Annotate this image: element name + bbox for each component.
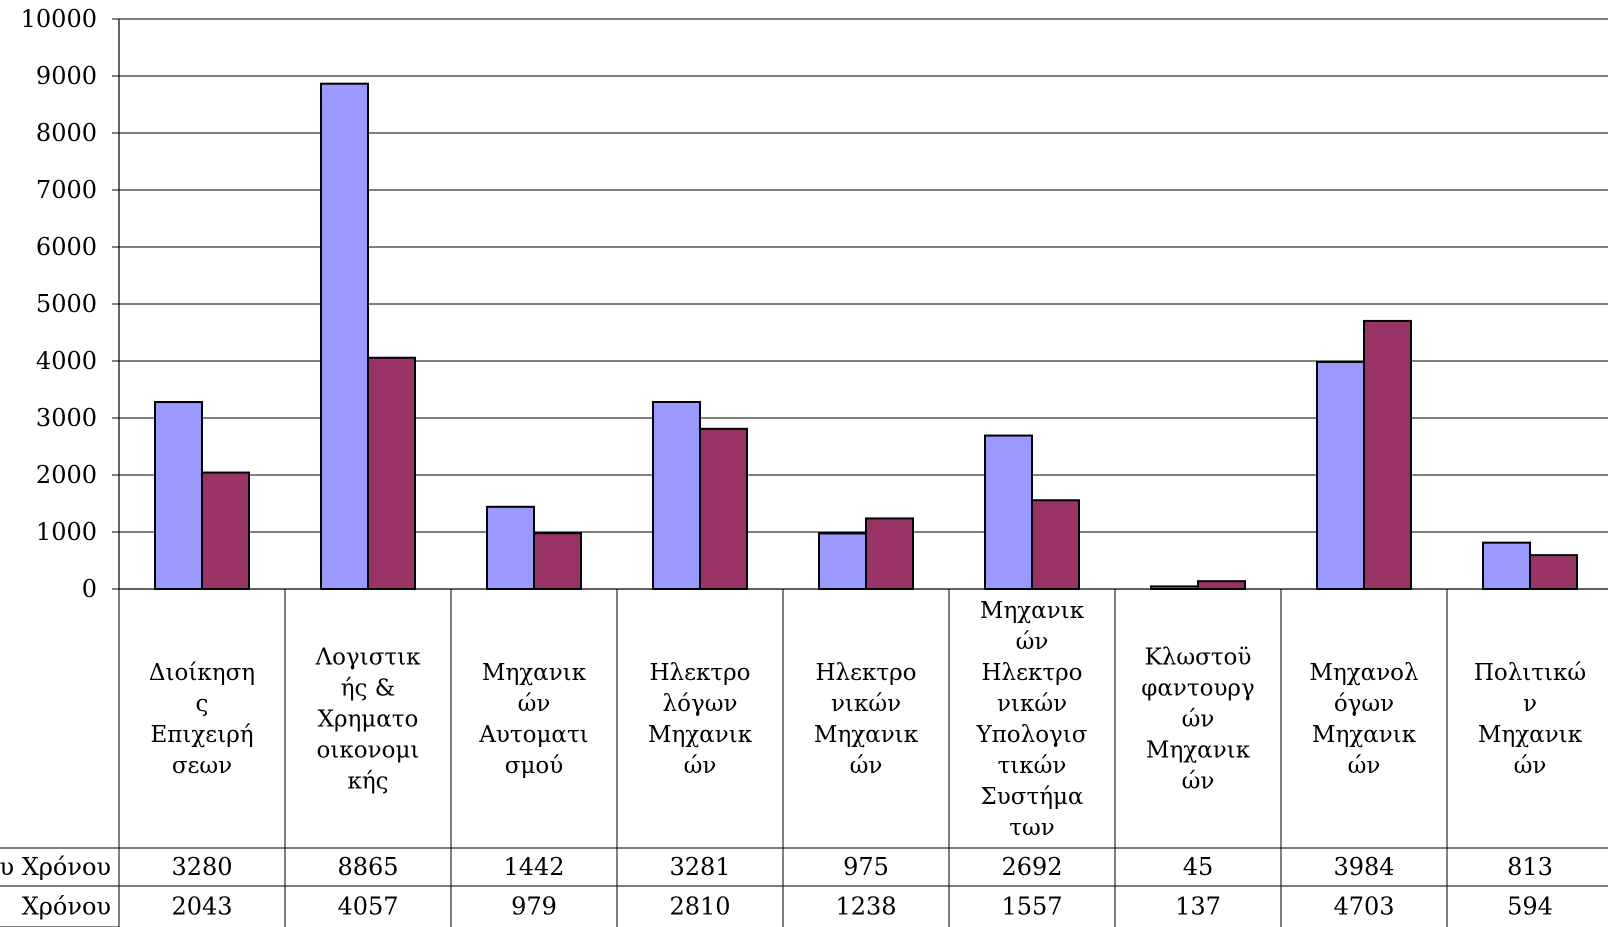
category-label: σμού — [505, 753, 563, 779]
y-tick-label: 4000 — [36, 347, 97, 375]
bar — [1197, 580, 1246, 590]
category-label: Συστήμα — [981, 784, 1084, 810]
value-cell: 4703 — [1333, 893, 1394, 921]
value-cell: 813 — [1507, 853, 1553, 881]
value-cell: 3984 — [1333, 853, 1394, 881]
bar — [1031, 499, 1080, 591]
bar — [1529, 554, 1578, 591]
category-label: ών — [1182, 769, 1215, 795]
series-label: Χρόνου — [22, 893, 111, 921]
category-label: Υπολογισ — [975, 722, 1087, 748]
value-cell: 975 — [843, 853, 889, 881]
value-cell: 2043 — [171, 893, 232, 921]
category-label: Μηχανικ — [980, 598, 1085, 624]
category-label: φαντουργ — [1141, 676, 1254, 702]
category-label: Ηλεκτρο — [981, 660, 1082, 686]
value-cell: 594 — [1507, 893, 1553, 921]
category-label: Μηχανικ — [814, 722, 919, 748]
category-label: των — [1009, 815, 1054, 841]
value-cell: 3280 — [171, 853, 232, 881]
y-tick-label: 0 — [82, 575, 97, 603]
category-label: ών — [1016, 629, 1049, 655]
category-label: Μηχανικ — [1146, 738, 1251, 764]
category-label: νικών — [831, 691, 901, 717]
bar — [320, 82, 369, 590]
bar — [367, 356, 416, 590]
value-cell: 1442 — [503, 853, 564, 881]
value-cell: 4057 — [337, 893, 398, 921]
y-tick-label: 2000 — [36, 461, 97, 489]
y-tick-label: 8000 — [36, 119, 97, 147]
value-cell: 45 — [1183, 853, 1214, 881]
value-cell: 1238 — [835, 893, 896, 921]
y-tick-label: 10000 — [21, 5, 97, 33]
category-label: ν — [1523, 691, 1537, 717]
value-cell: 979 — [511, 893, 557, 921]
category-label: Διοίκηση — [149, 660, 255, 686]
category-label: Μηχανικ — [648, 722, 753, 748]
value-cell: 1557 — [1001, 893, 1062, 921]
category-label: Αυτοματι — [478, 722, 588, 748]
category-label: ών — [1182, 707, 1215, 733]
bars — [154, 82, 1578, 591]
category-label: τικών — [998, 753, 1067, 779]
category-label: Πολιτικώ — [1474, 660, 1586, 686]
category-label: σεων — [172, 753, 232, 779]
category-label: ής & — [341, 676, 395, 702]
bar — [533, 532, 582, 591]
series-label: υ Χρόνου — [0, 853, 111, 881]
bar — [984, 434, 1033, 590]
category-label: ς — [196, 691, 209, 717]
bar — [699, 427, 748, 590]
y-tick-label: 9000 — [36, 62, 97, 90]
bar — [865, 517, 914, 591]
y-tick-label: 3000 — [36, 404, 97, 432]
category-label: Λογιστικ — [314, 645, 421, 671]
category-label: Ηλεκτρο — [815, 660, 916, 686]
y-tick-label: 6000 — [36, 233, 97, 261]
category-label: λόγων — [663, 691, 738, 717]
y-tick-label: 1000 — [36, 518, 97, 546]
category-label: Μηχανικ — [482, 660, 587, 686]
category-label: Επιχειρή — [150, 722, 253, 748]
bar — [1316, 360, 1365, 590]
category-label: όγων — [1334, 691, 1394, 717]
bar — [818, 532, 867, 590]
category-label: νικών — [997, 691, 1067, 717]
data-table: Διοίκηση ς Επιχειρή σεων Λογιστικ ής & Χρηματο… — [0, 588, 1608, 927]
category-label: ών — [518, 691, 551, 717]
category-label: ών — [1514, 753, 1547, 779]
category-label: Μηχανικ — [1312, 722, 1417, 748]
value-cell: 8865 — [337, 853, 398, 881]
category-label: Μηχανολ — [1309, 660, 1418, 686]
category-label: Κλωστοϋ — [1145, 645, 1252, 671]
bar — [1363, 319, 1412, 590]
y-tick-label: 5000 — [36, 290, 97, 318]
bar — [201, 471, 250, 591]
category-label: Χρηματο — [318, 707, 419, 733]
value-cell: 2810 — [669, 893, 730, 921]
category-label: οικονομι — [317, 738, 420, 764]
category-label: ών — [850, 753, 883, 779]
bar — [154, 401, 203, 591]
value-cell: 137 — [1175, 893, 1221, 921]
category-label: ών — [684, 753, 717, 779]
category-label: Ηλεκτρο — [649, 660, 750, 686]
value-cell: 2692 — [1001, 853, 1062, 881]
bar — [1482, 541, 1531, 590]
category-label: Μηχανικ — [1478, 722, 1583, 748]
value-cell: 3281 — [669, 853, 730, 881]
bar — [486, 505, 535, 590]
bar — [652, 400, 701, 590]
y-axis: 0 1000 2000 3000 4000 5000 6000 7000 8000 9000 100… — [21, 5, 120, 603]
y-tick-label: 7000 — [36, 176, 97, 204]
category-label: κής — [347, 769, 388, 795]
category-label: ών — [1348, 753, 1381, 779]
